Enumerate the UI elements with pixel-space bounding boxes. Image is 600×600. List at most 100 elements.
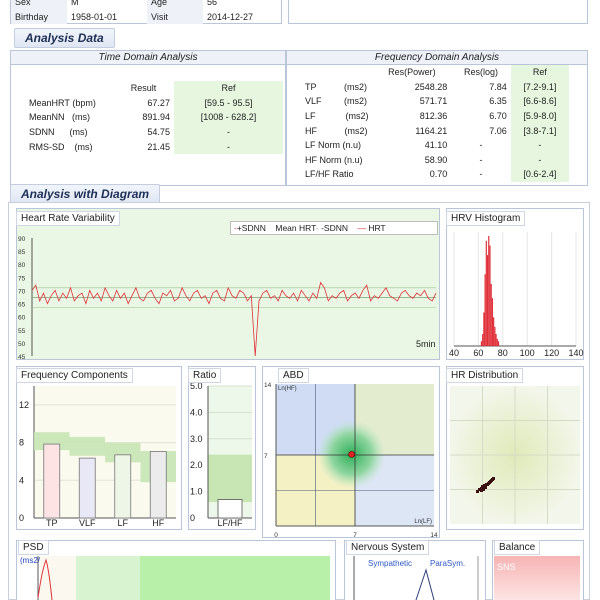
- freq-components-bar-lf: [114, 454, 132, 519]
- freq-components-x-tick-label: TP: [46, 518, 58, 528]
- histogram-x-tick-label: 80: [498, 348, 508, 358]
- hr-distribution-point: [480, 489, 483, 492]
- sex-value: M: [71, 0, 79, 8]
- histogram-x-tick-label: 140: [568, 348, 583, 358]
- hrv-title: Heart Rate Variability: [16, 211, 120, 226]
- hr-distribution-point: [481, 485, 484, 488]
- ratio-y-tick-label: 3.0: [190, 434, 203, 444]
- histogram-bar: [483, 312, 485, 346]
- histogram-bar: [490, 283, 492, 346]
- legend-hrt: HRT: [368, 223, 386, 233]
- patient-extra-panel: [288, 0, 588, 24]
- ratio-y-tick-label: 4.0: [190, 407, 203, 417]
- psd-title: PSD: [18, 540, 49, 555]
- freq-domain-title: Frequency Domain Analysis: [287, 51, 587, 65]
- freq-components-bar-tp: [43, 443, 61, 519]
- legend-sdnn-plus: +SDNN: [236, 223, 266, 233]
- psd-unit: (ms2/Hz): [20, 556, 53, 565]
- visit-value: 2014-12-27: [207, 11, 254, 22]
- time-domain-panel: Time Domain Analysis Result Ref MeanHRT …: [10, 50, 286, 186]
- hrv-chart: 90 85 80 75 70 65 60 55 50 45: [18, 236, 437, 360]
- legend-mean: Mean HRT: [275, 223, 316, 233]
- freq-components-x-tick-label: VLF: [79, 518, 96, 528]
- freq-components-title: Frequency Components: [16, 368, 133, 383]
- hrv-y-tick-label: 45: [18, 354, 26, 360]
- legend-sdnn-minus: -SDNN: [321, 223, 348, 233]
- abd-x-tick-label: 14: [430, 532, 438, 538]
- histogram-bar: [489, 245, 491, 346]
- balance-title: Balance: [494, 540, 541, 555]
- abd-y-axis-label: Ln(HF): [278, 386, 297, 392]
- analysis-data-title: Analysis Data: [14, 28, 115, 48]
- histogram-bar: [497, 341, 500, 346]
- nervous-chart: [353, 556, 479, 600]
- histogram-x-tick-label: 40: [449, 348, 459, 358]
- col-ref: Ref: [510, 65, 569, 80]
- age-value: 56: [207, 0, 218, 8]
- histogram-x-tick-label: 60: [473, 348, 483, 358]
- hrv-y-tick-label: 85: [18, 249, 26, 256]
- hr-distribution-chart: [450, 386, 580, 524]
- hrv-y-tick-label: 70: [18, 288, 26, 295]
- hrv-y-tick-label: 75: [18, 275, 26, 282]
- histogram-x-tick-label: 100: [520, 348, 535, 358]
- ratio-y-tick-label: 0: [190, 513, 195, 523]
- freq-components-bar-vlf: [78, 457, 96, 519]
- col-log: Res(log): [464, 67, 499, 78]
- abd-x-tick-label: 0: [274, 532, 278, 538]
- table-row: HF Norm (n.u) 58.90- -: [301, 152, 569, 168]
- balance-sns-label: SNS: [497, 562, 516, 572]
- histogram-title: HRV Histogram: [446, 211, 526, 226]
- abd-y-tick-label: 14: [264, 382, 272, 389]
- table-row: RMS-SD (ms) 21.45 -: [25, 139, 283, 154]
- histogram-bar: [486, 255, 489, 346]
- hr-distribution-point: [480, 487, 483, 490]
- hr-distribution-point: [488, 481, 491, 484]
- freq-components-x-tick-label: LF: [117, 518, 128, 528]
- hrv-y-tick-label: 80: [18, 262, 26, 269]
- histogram-bar: [484, 274, 486, 346]
- abd-x-axis-label: Ln(LF): [414, 519, 432, 525]
- time-domain-table: Result Ref MeanHRT (bpm) 67.27 [59.5 - 9…: [25, 81, 283, 154]
- freq-components-chart: 12 8 4 0 TP VLF LF HF: [19, 386, 176, 528]
- histogram-bar: [488, 236, 490, 346]
- ratio-title: Ratio: [188, 368, 222, 383]
- table-row: MeanHRT (bpm) 67.27 [59.5 - 95.5]: [25, 95, 283, 111]
- hr-distribution-point: [486, 483, 489, 486]
- ratio-y-tick-label: 2.0: [190, 460, 203, 470]
- freq-components-y-tick-label: 8: [19, 438, 24, 448]
- freq-components-ref-band: [105, 442, 141, 463]
- histogram-bar: [496, 338, 498, 346]
- nervous-sympathetic-label: Sympathetic: [368, 559, 413, 568]
- histogram-chart: 40 60 80 100 120 140: [449, 232, 584, 358]
- col-result: Result: [130, 83, 157, 94]
- hrv-y-tick-label: 60: [18, 315, 26, 322]
- hr-distribution-point: [478, 488, 481, 491]
- histogram-bar: [480, 341, 483, 346]
- col-power: Res(Power): [388, 67, 436, 78]
- ratio-y-tick-label: 5.0: [190, 381, 203, 391]
- hrv-y-tick-label: 55: [18, 328, 26, 335]
- table-row: TP (ms2) 2548.28 7.84 [7.2-9.1]: [301, 79, 569, 95]
- abd-title: ABD: [278, 368, 309, 383]
- table-row: MeanNN (ms) 891.94 [1008 - 628.2]: [25, 110, 283, 125]
- histogram-bar: [491, 298, 494, 346]
- hr-distribution-point: [483, 484, 486, 487]
- histogram-bar: [485, 240, 487, 346]
- abd-chart: Ln(HF) Ln(LF) 14 7 0 7 14: [264, 382, 438, 538]
- hr-distribution-title: HR Distribution: [446, 368, 524, 383]
- hr-distribution-point: [482, 488, 485, 491]
- abd-x-tick-label: 7: [353, 532, 357, 538]
- hrv-hrt-series: [31, 281, 437, 357]
- balance-sns-area: SNS: [494, 556, 580, 600]
- table-row: LF Norm (n.u) 41.10- -: [301, 137, 569, 153]
- birthday-value: 1958-01-01: [71, 11, 118, 22]
- hr-distribution-point: [484, 486, 487, 489]
- freq-components-ref-band: [69, 436, 105, 456]
- ratio-chart: 5.0 4.0 3.0 2.0 1.0 0 LF/HF: [190, 381, 252, 528]
- hrv-xlabel: 5min: [416, 339, 436, 349]
- patient-info-panel: Sex M Age 56 Birthday 1958-01-01 Visit 2…: [10, 0, 282, 25]
- freq-components-y-tick-label: 0: [19, 513, 24, 523]
- freq-components-y-tick-label: 12: [19, 400, 29, 410]
- table-row: SDNN (ms) 54.75 -: [25, 124, 283, 140]
